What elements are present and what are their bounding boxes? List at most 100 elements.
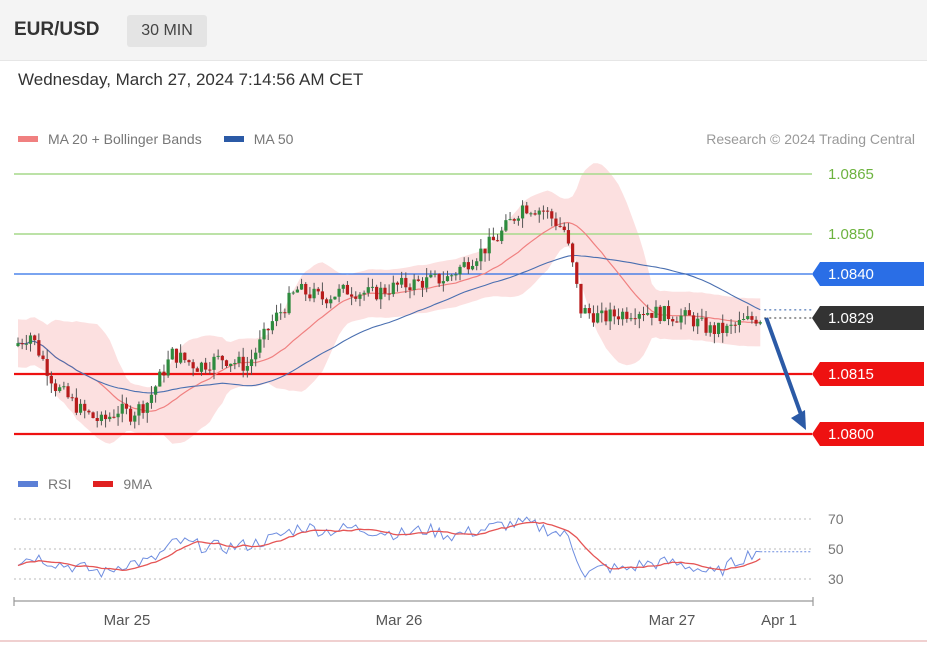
candle (287, 286, 291, 315)
candle (504, 214, 508, 233)
candle (441, 271, 445, 292)
candle (262, 322, 266, 348)
candle-body (675, 321, 679, 323)
candle-body (545, 210, 550, 212)
candle-body (170, 348, 174, 360)
candle-body (696, 318, 700, 327)
candle-body (491, 236, 495, 241)
candle (654, 300, 658, 318)
candle (391, 275, 395, 297)
candle-body (575, 262, 579, 284)
candle-body (466, 262, 470, 270)
candle-body (508, 219, 512, 221)
candle-body (166, 359, 170, 376)
candle (616, 308, 621, 326)
candle-body (579, 283, 583, 314)
timeframe-badge[interactable]: 30 MIN (127, 15, 207, 47)
candle-body (704, 317, 708, 333)
candle-body (721, 322, 725, 333)
candle (650, 312, 654, 326)
candle (454, 271, 458, 281)
candle-body (712, 325, 716, 335)
candle-body (671, 319, 675, 322)
candle (212, 353, 216, 380)
candle (508, 212, 512, 221)
candle (124, 397, 129, 415)
candle (679, 308, 683, 330)
candle (658, 304, 662, 324)
candle (170, 347, 174, 360)
candle-body (441, 281, 445, 284)
candle (633, 308, 637, 325)
candle-body (666, 306, 671, 320)
price-tag-text: 1.0840 (828, 266, 874, 283)
price-tag-5: 1.0800 (812, 422, 924, 446)
candle-body (270, 321, 274, 331)
candle (479, 238, 483, 270)
candle-body (495, 240, 500, 242)
candle (70, 393, 74, 402)
candle (462, 257, 466, 268)
candle (108, 412, 112, 422)
candle-body (158, 371, 162, 387)
candle (329, 295, 333, 309)
candle (224, 359, 229, 368)
candle-body (691, 315, 696, 327)
candle (174, 348, 179, 369)
forecast-arrow-shaft (764, 317, 805, 421)
candle (500, 226, 504, 245)
candle-body (650, 312, 654, 318)
candle (758, 320, 762, 326)
candle (429, 270, 433, 279)
candle (191, 359, 195, 377)
candle (675, 316, 679, 323)
candle (541, 205, 546, 220)
candle-body (621, 311, 625, 320)
candle-body (199, 362, 204, 372)
candle-body (78, 403, 83, 413)
candle (291, 290, 295, 295)
candle-body (316, 288, 320, 292)
candle (345, 281, 350, 295)
candle (529, 211, 533, 217)
candle-body (379, 287, 383, 300)
candle (625, 307, 629, 323)
price-tag-4: 1.0815 (812, 362, 924, 386)
candle (495, 234, 500, 242)
candle-body (362, 292, 366, 295)
candle-body (320, 291, 325, 300)
candle (237, 351, 241, 368)
candlestick-layer (16, 200, 762, 429)
forecast-arrow-layer (764, 317, 806, 430)
candle (687, 303, 691, 316)
candle (387, 284, 391, 301)
candle (254, 347, 258, 367)
candle (208, 362, 212, 375)
candle (162, 364, 166, 383)
candle (195, 366, 199, 372)
candle (91, 411, 95, 419)
candle-body (287, 292, 291, 314)
instrument-title: EUR/USD (14, 19, 100, 40)
candle (95, 411, 99, 428)
time-axis: Mar 25 Mar 26 Mar 27 Apr 1 (13, 597, 814, 629)
candle-body (408, 287, 412, 291)
candle-body (470, 265, 475, 270)
x-tick-label: Mar 25 (104, 612, 151, 629)
candle (379, 281, 383, 309)
candle (83, 399, 87, 419)
candle (370, 278, 375, 292)
candle-body (454, 274, 458, 276)
candle (596, 305, 600, 324)
candle (425, 268, 429, 293)
candle (708, 321, 712, 337)
candle-body (654, 306, 658, 318)
candle-body (383, 287, 387, 294)
candle-body (91, 412, 95, 418)
candle (525, 201, 529, 215)
candle-body (475, 261, 479, 266)
candle-body (500, 230, 504, 242)
candle (266, 328, 270, 341)
candle-body (679, 315, 683, 323)
candle-body (616, 316, 621, 320)
